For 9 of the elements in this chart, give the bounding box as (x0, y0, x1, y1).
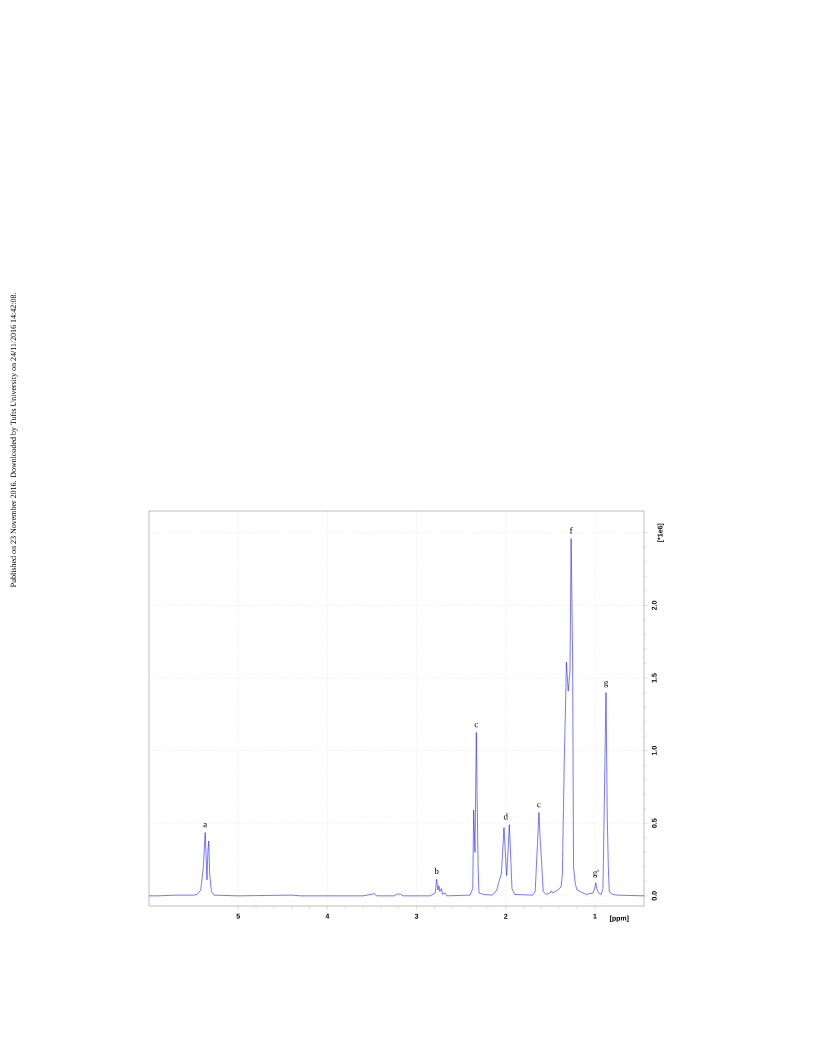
annotation: g (604, 680, 609, 688)
annotation: d (503, 813, 508, 820)
annotation: c (474, 722, 479, 728)
annotation: g' (593, 869, 599, 878)
annotation: b (434, 867, 439, 875)
line-series (148, 538, 645, 897)
annotation: f (569, 527, 573, 534)
annotation: c (537, 803, 541, 808)
annotation: a (203, 823, 208, 828)
